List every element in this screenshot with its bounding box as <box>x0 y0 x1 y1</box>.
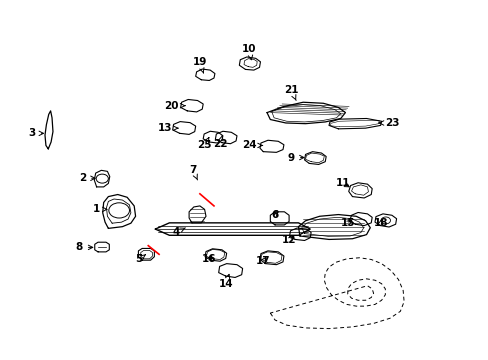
Text: 17: 17 <box>255 256 270 266</box>
Text: 22: 22 <box>212 136 227 149</box>
Text: 8: 8 <box>76 242 93 252</box>
Text: 16: 16 <box>202 255 216 265</box>
Text: 19: 19 <box>192 58 206 73</box>
Text: 24: 24 <box>242 140 262 150</box>
Text: 13: 13 <box>157 123 178 133</box>
Text: 25: 25 <box>197 138 211 150</box>
Text: 20: 20 <box>164 101 184 111</box>
Text: 11: 11 <box>335 179 349 188</box>
Text: 3: 3 <box>29 129 43 138</box>
Text: 10: 10 <box>242 44 256 60</box>
Text: 9: 9 <box>287 153 304 162</box>
Text: 12: 12 <box>281 235 296 246</box>
Text: 4: 4 <box>172 227 185 237</box>
Text: 14: 14 <box>218 274 233 289</box>
Text: 23: 23 <box>378 118 399 128</box>
Text: 7: 7 <box>189 165 197 180</box>
Text: 15: 15 <box>340 218 354 228</box>
Text: 5: 5 <box>135 255 145 265</box>
Text: 1: 1 <box>93 204 106 214</box>
Text: 21: 21 <box>284 85 298 100</box>
Text: 6: 6 <box>271 210 278 220</box>
Text: 2: 2 <box>79 173 95 183</box>
Text: 18: 18 <box>373 218 387 228</box>
